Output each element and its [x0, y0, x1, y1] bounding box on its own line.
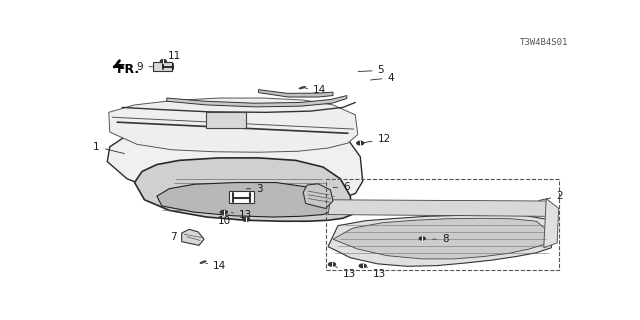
Ellipse shape: [299, 86, 305, 89]
Text: 4: 4: [371, 73, 394, 83]
Text: 2: 2: [539, 191, 563, 201]
Polygon shape: [134, 158, 352, 221]
Circle shape: [328, 263, 335, 266]
Text: 9: 9: [137, 62, 152, 72]
Polygon shape: [544, 198, 559, 248]
Polygon shape: [109, 98, 358, 152]
Polygon shape: [259, 90, 333, 97]
Text: 7: 7: [170, 232, 189, 242]
Text: 13: 13: [232, 210, 252, 220]
Text: 6: 6: [333, 182, 349, 192]
Polygon shape: [207, 112, 246, 128]
Circle shape: [220, 210, 227, 214]
Text: 10: 10: [218, 216, 241, 226]
Polygon shape: [167, 96, 347, 107]
Text: T3W4B4S01: T3W4B4S01: [520, 38, 568, 47]
Text: 8: 8: [433, 234, 449, 244]
Circle shape: [161, 60, 166, 62]
Text: 13: 13: [365, 266, 386, 279]
Text: 11: 11: [163, 51, 182, 61]
Text: 5: 5: [358, 65, 384, 76]
Polygon shape: [229, 191, 253, 204]
Text: FR.: FR.: [117, 63, 140, 76]
Circle shape: [356, 141, 364, 145]
Text: 13: 13: [335, 266, 356, 279]
Polygon shape: [154, 62, 172, 71]
Polygon shape: [108, 124, 363, 202]
Polygon shape: [328, 200, 548, 216]
Text: 3: 3: [246, 184, 262, 194]
Polygon shape: [182, 229, 204, 245]
Circle shape: [359, 264, 366, 268]
Text: 12: 12: [363, 134, 391, 144]
Text: 14: 14: [305, 85, 326, 95]
Circle shape: [243, 218, 250, 221]
Text: 14: 14: [205, 261, 226, 271]
Polygon shape: [328, 215, 554, 266]
Bar: [326, 179, 559, 270]
Polygon shape: [333, 218, 547, 259]
Ellipse shape: [200, 261, 206, 263]
Text: 1: 1: [93, 142, 124, 154]
Circle shape: [419, 237, 425, 240]
Polygon shape: [157, 182, 333, 217]
Polygon shape: [303, 184, 333, 208]
